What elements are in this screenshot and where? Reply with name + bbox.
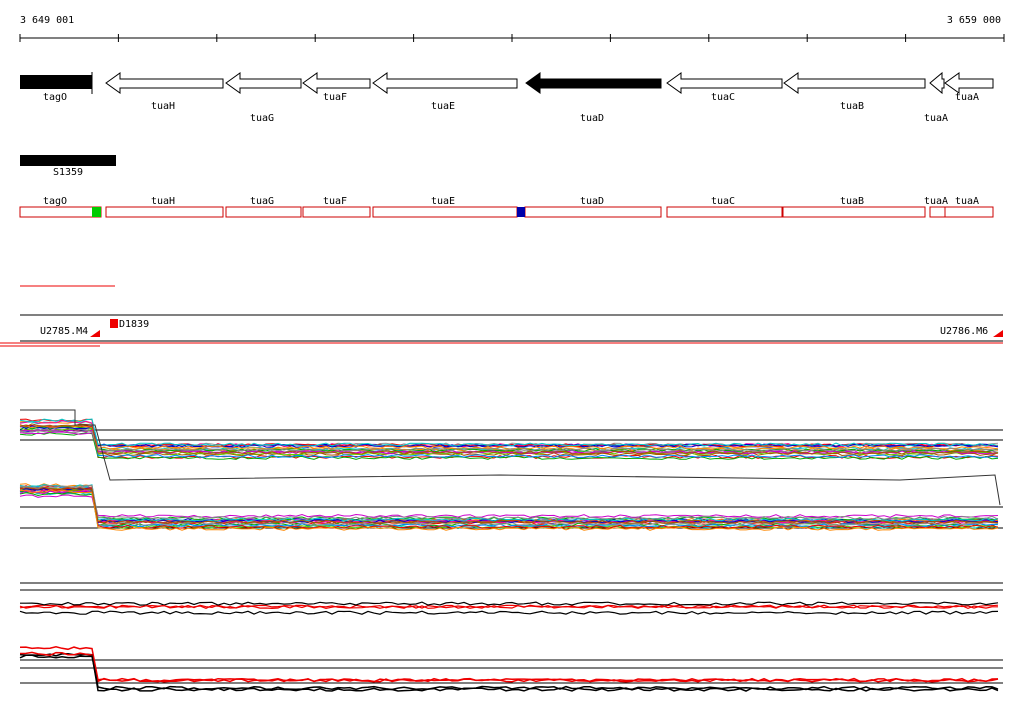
- segment-box: [302, 206, 371, 218]
- gene-arrow: [944, 72, 994, 94]
- promoter-label: S1359: [53, 167, 83, 178]
- expression-trace: [19, 483, 999, 522]
- segment-box: [105, 206, 224, 218]
- expression-trace: [20, 409, 1001, 506]
- expression-trace: [19, 610, 999, 615]
- gene-arrow: [105, 72, 224, 94]
- expression-trace: [19, 651, 999, 683]
- segment-label: tuaE: [431, 196, 455, 207]
- expression-trace: [19, 487, 999, 529]
- probe-label: D1839: [119, 319, 149, 330]
- segment-box: [372, 206, 518, 218]
- ruler-end: 3 659 000: [947, 15, 1001, 26]
- gene-arrow: [302, 72, 371, 94]
- expression-trace: [19, 429, 999, 452]
- expression-trace: [19, 654, 999, 691]
- gene-label: tuaE: [431, 101, 455, 112]
- segment-label: tuaC: [711, 196, 735, 207]
- gene-label: tuaG: [250, 113, 274, 124]
- expression-trace: [19, 604, 998, 610]
- probe-marker: [110, 319, 118, 328]
- expression-trace: [19, 490, 999, 519]
- expression-trace: [19, 484, 999, 520]
- gene-arrow: [783, 72, 926, 94]
- probe-label: U2785.M4: [40, 326, 88, 337]
- ruler-start: 3 649 001: [20, 15, 74, 26]
- expression-trace: [20, 601, 999, 606]
- probe-marker: [90, 330, 1003, 337]
- gene-arrow: [666, 72, 783, 94]
- segment-label: tuaB: [840, 196, 864, 207]
- segment-box: [524, 206, 662, 218]
- gene-arrow: [372, 72, 518, 94]
- segment-label: tuaF: [323, 196, 347, 207]
- gene-arrow: [525, 72, 662, 94]
- gene-label: tuaA: [955, 92, 979, 103]
- segment-label: tagO: [43, 196, 67, 207]
- segment-box: [666, 206, 783, 218]
- expression-frames: [20, 429, 1003, 684]
- expression-trace: [19, 486, 999, 524]
- segment-box: [19, 206, 102, 218]
- probe-label: U2786.M6: [940, 326, 988, 337]
- expression-trace: [19, 646, 999, 683]
- gene-label: tuaA: [924, 113, 948, 124]
- expression-trace: [19, 429, 999, 455]
- expression-trace: [19, 484, 999, 526]
- expression-trace: [19, 432, 999, 460]
- segment-label: tuaA: [924, 196, 948, 207]
- segment-label: tuaG: [250, 196, 274, 207]
- segment-marker: [517, 207, 525, 217]
- gene-label: tuaB: [840, 101, 864, 112]
- segment-box: [944, 206, 994, 218]
- gene-box: [20, 75, 92, 89]
- segment-label: tuaA: [955, 196, 979, 207]
- gene-label: tuaC: [711, 92, 735, 103]
- segment-box: [225, 206, 302, 218]
- gene-label: tagO: [43, 92, 67, 103]
- expression-trace: [19, 418, 999, 447]
- expression-trace: [19, 652, 999, 692]
- expression-trace: [19, 488, 999, 523]
- expression-trace: [19, 425, 999, 450]
- promoter-bar: [20, 155, 116, 166]
- segment-label: tuaD: [580, 196, 604, 207]
- expression-trace: [19, 425, 999, 459]
- gene-label: tuaF: [323, 92, 347, 103]
- segment-box: [929, 206, 946, 218]
- gene-label: tuaD: [580, 113, 604, 124]
- gene-label: tuaH: [151, 101, 175, 112]
- expression-trace: [19, 489, 999, 531]
- segment-label: tuaH: [151, 196, 175, 207]
- segment-marker: [92, 207, 101, 217]
- segment-box: [782, 206, 926, 218]
- gene-arrow: [225, 72, 302, 94]
- expression-trace: [19, 423, 999, 455]
- gene-arrow: [929, 71, 945, 95]
